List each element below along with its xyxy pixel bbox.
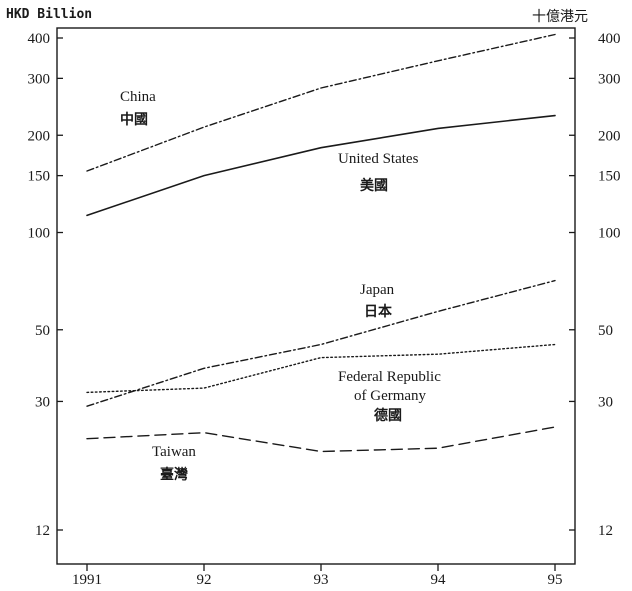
x-tick-label: 93: [314, 572, 329, 588]
plot-frame: [56, 27, 576, 565]
y-tick-label-left: 50: [35, 323, 50, 339]
series-label-japan-en: Japan: [360, 282, 395, 298]
series-label-japan: Japan 日本: [360, 282, 395, 320]
series-label-taiwan-en: Taiwan: [152, 444, 196, 460]
y-axis-left: 12 30 50 100 150 200 300 400: [28, 31, 63, 539]
y-tick-label-right: 300: [598, 71, 621, 87]
y-tick-label-left: 100: [28, 226, 51, 242]
y-tick-label-left: 150: [28, 169, 51, 185]
series-label-china-zh: 中國: [120, 111, 148, 128]
x-tick-label: 95: [548, 572, 563, 588]
y-tick-label-left: 400: [28, 31, 51, 47]
x-tick-label: 1991: [72, 572, 102, 588]
series-line-united-states: [86, 114, 556, 217]
series-line-taiwan: [86, 426, 556, 453]
y-tick-label-right: 400: [598, 31, 621, 47]
series-label-taiwan: Taiwan 臺灣: [152, 444, 196, 483]
y-axis-right: 12 30 50 100 150 200 300 400: [569, 31, 621, 539]
x-axis: 1991 92 93 94 95: [72, 564, 563, 588]
series-label-germany: Federal Republic of Germany 德國: [338, 369, 441, 424]
y-tick-label-right: 30: [598, 394, 613, 410]
x-tick-label: 92: [197, 572, 212, 588]
series-label-taiwan-zh: 臺灣: [160, 466, 188, 483]
y-tick-label-left: 30: [35, 394, 50, 410]
series-line-federal-republic-of-germany: [86, 343, 556, 394]
y-tick-label-left: 12: [35, 523, 50, 539]
series-label-united-states-en: United States: [338, 151, 419, 167]
y-tick-label-right: 12: [598, 523, 613, 539]
y-tick-label-right: 150: [598, 169, 621, 185]
series-layer: [86, 33, 556, 453]
y-tick-label-right: 200: [598, 128, 621, 144]
series-label-united-states: United States 美國: [338, 151, 419, 194]
series-line-japan: [86, 279, 556, 407]
series-line-china: [86, 33, 556, 172]
x-tick-label: 94: [431, 572, 447, 588]
y-tick-label-right: 100: [598, 226, 621, 242]
y-tick-label-right: 50: [598, 323, 613, 339]
y-tick-label-left: 300: [28, 71, 51, 87]
right-axis-unit-label: 十億港元: [532, 9, 588, 25]
series-label-china: China 中國: [120, 89, 156, 128]
series-label-germany-line2: of Germany: [354, 388, 427, 404]
series-label-united-states-zh: 美國: [360, 177, 388, 194]
y-tick-label-left: 200: [28, 128, 51, 144]
series-label-germany-zh: 德國: [374, 407, 402, 424]
series-label-china-en: China: [120, 89, 156, 105]
left-axis-unit-label: HKD Billion: [6, 7, 92, 22]
series-label-japan-zh: 日本: [364, 303, 393, 320]
series-label-germany-line1: Federal Republic: [338, 369, 441, 385]
